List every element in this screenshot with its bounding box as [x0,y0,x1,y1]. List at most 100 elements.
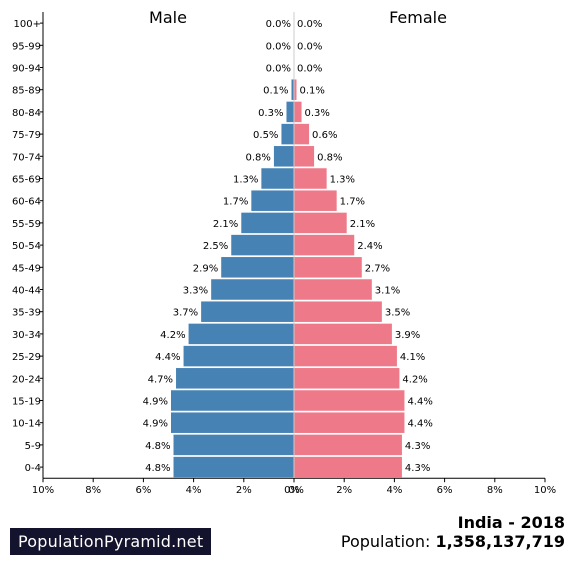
age-label-75-79: 75-79 [12,130,41,141]
value-labels: 0.0% 0.0% 0.0% 0.0% 0.0% 0.0% 0.1% 0.1% 0.3% 0.3%… [143,19,433,474]
population-line: Population: 1,358,137,719 [341,532,565,551]
female-value-label-55-59: 2.1% [350,219,375,230]
male-value-label-35-39: 3.7% [173,308,198,319]
female-value-label-100+: 0.0% [297,19,322,30]
age-label-25-29: 25-29 [12,352,41,363]
male-bar-15-19 [171,390,294,411]
x-tick-label-4: 2% [236,485,252,496]
x-tick-label-1: 8% [85,485,101,496]
male-value-label-5-9: 4.8% [145,441,170,452]
female-title: Female [389,8,447,27]
female-value-label-10-14: 4.4% [407,419,432,430]
female-bar-25-29 [294,345,397,367]
female-bar-70-74 [294,146,315,167]
male-value-label-40-44: 3.3% [183,286,208,297]
age-label-20-24: 20-24 [12,374,41,385]
age-label-15-19: 15-19 [12,397,41,408]
population-pyramid-chart: Male Female 100+ 95-99 90-94 85-89 80-84 75-7… [12,8,556,496]
male-value-label-0-4: 4.8% [145,463,170,474]
female-bar-80-84 [294,101,302,123]
male-value-label-25-29: 4.4% [155,352,180,363]
male-value-label-85-89: 0.1% [263,86,288,97]
age-label-100+: 100+ [14,19,41,30]
x-tick-label-11: 10% [534,485,556,496]
age-label-45-49: 45-49 [12,263,41,274]
male-value-label-95-99: 0.0% [266,41,291,52]
male-value-label-90-94: 0.0% [266,64,291,75]
x-tick-label-8: 4% [386,485,402,496]
male-bar-5-9 [173,434,294,456]
male-value-label-10-14: 4.9% [143,419,168,430]
female-value-label-60-64: 1.7% [340,197,365,208]
female-value-label-35-39: 3.5% [385,308,410,319]
female-value-label-15-19: 4.4% [407,397,432,408]
x-tick-label-7: 2% [336,485,352,496]
male-bar-35-39 [201,301,294,322]
male-bar-50-54 [231,234,294,256]
female-value-label-0-4: 4.3% [405,463,430,474]
female-value-label-90-94: 0.0% [297,64,322,75]
female-bar-75-79 [294,123,310,145]
female-value-label-25-29: 4.1% [400,352,425,363]
male-value-label-55-59: 2.1% [213,219,238,230]
population-value: 1,358,137,719 [435,532,565,551]
female-value-label-65-69: 1.3% [330,175,355,186]
age-label-5-9: 5-9 [25,441,41,452]
male-bar-20-24 [176,368,294,389]
age-label-10-14: 10-14 [12,419,41,430]
female-bar-40-44 [294,279,372,300]
female-value-label-95-99: 0.0% [297,41,322,52]
axes: 10% 8% 6% 4% 2% 0%0% 2% 4% 6% 8% 10% [32,12,556,496]
female-value-label-30-34: 3.9% [395,330,420,341]
female-value-label-45-49: 2.7% [365,263,390,274]
male-value-label-30-34: 4.2% [160,330,185,341]
male-bar-75-79 [281,123,294,145]
male-bar-10-14 [171,412,294,433]
age-label-55-59: 55-59 [12,219,41,230]
male-bar-45-49 [221,257,294,278]
age-label-40-44: 40-44 [12,286,41,297]
x-tick-label-0: 10% [32,485,54,496]
male-value-label-50-54: 2.5% [203,241,228,252]
female-bar-50-54 [294,234,355,256]
male-value-label-100+: 0.0% [266,19,291,30]
female-bar-10-14 [294,412,405,433]
male-bar-70-74 [273,146,294,167]
male-value-label-80-84: 0.3% [258,108,283,119]
age-label-65-69: 65-69 [12,175,41,186]
age-label-95-99: 95-99 [12,41,41,52]
male-value-label-20-24: 4.7% [148,374,173,385]
x-tick-label-2: 6% [135,485,151,496]
female-bar-0-4 [294,456,402,478]
population-label: Population: [340,532,431,551]
female-value-label-70-74: 0.8% [317,152,342,163]
age-label-50-54: 50-54 [12,241,41,252]
male-bar-80-84 [286,101,294,123]
age-label-35-39: 35-39 [12,308,41,319]
x-tick-label-3: 4% [186,485,202,496]
male-bar-0-4 [173,456,294,478]
female-bar-5-9 [294,434,402,456]
female-value-label-75-79: 0.6% [312,130,337,141]
male-value-label-15-19: 4.9% [143,397,168,408]
male-value-label-45-49: 2.9% [193,263,218,274]
female-value-label-85-89: 0.1% [300,86,325,97]
male-bar-85-89 [291,79,294,100]
x-tick-label-6: 0% [288,485,304,496]
female-value-label-50-54: 2.4% [357,241,382,252]
female-bar-45-49 [294,257,362,278]
male-bar-55-59 [241,212,294,234]
age-group-labels: 100+ 95-99 90-94 85-89 80-84 75-79 70-74 65-69 6… [12,19,41,474]
bars-group [171,79,405,478]
female-bar-20-24 [294,368,400,389]
female-value-label-20-24: 4.2% [402,374,427,385]
age-label-70-74: 70-74 [12,152,41,163]
age-label-80-84: 80-84 [12,108,41,119]
age-label-30-34: 30-34 [12,330,41,341]
male-title: Male [149,8,187,27]
x-tick-label-9: 6% [437,485,453,496]
male-bar-65-69 [261,168,294,189]
female-bar-85-89 [294,79,297,100]
male-bar-60-64 [251,190,294,211]
male-bar-30-34 [188,323,294,345]
